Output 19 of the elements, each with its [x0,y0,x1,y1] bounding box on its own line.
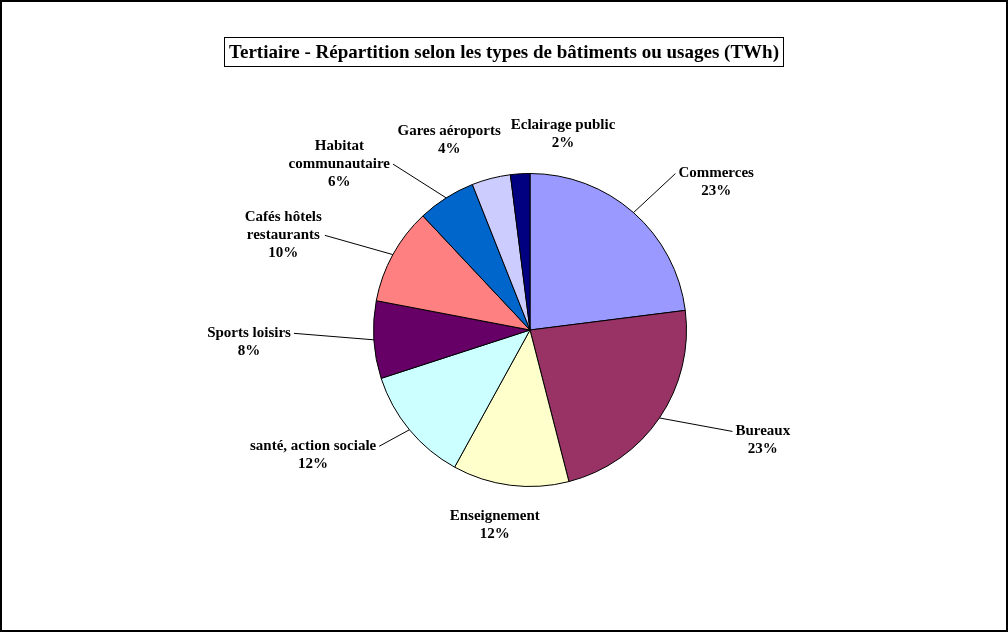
slice-label: Sports loisirs [207,324,292,341]
slice-label: Eclairage public [510,115,616,132]
slice-label: Enseignement [449,506,540,523]
data-label: 6% [328,172,351,189]
slice-label: Commerces [678,164,755,181]
slice-label: Gares aéroports [397,121,501,138]
data-label: 12% [298,455,329,472]
data-label: 23% [701,182,732,199]
slice-label: Habitat communautaire [288,136,391,171]
data-label: 12% [479,524,510,541]
data-label: 8% [237,342,261,359]
slice-label: santé, action sociale [249,437,377,454]
slice-label: Cafés hôtels restaurants [244,208,323,243]
data-label: 23% [747,440,778,457]
data-label: 4% [437,139,461,156]
data-label: 10% [268,244,299,261]
chart-title: Tertiaire - Répartition selon les types de bâtiments ou usages (TWh) [224,37,784,67]
data-label: 2% [551,133,575,150]
slice-label: Bureaux [735,422,791,439]
